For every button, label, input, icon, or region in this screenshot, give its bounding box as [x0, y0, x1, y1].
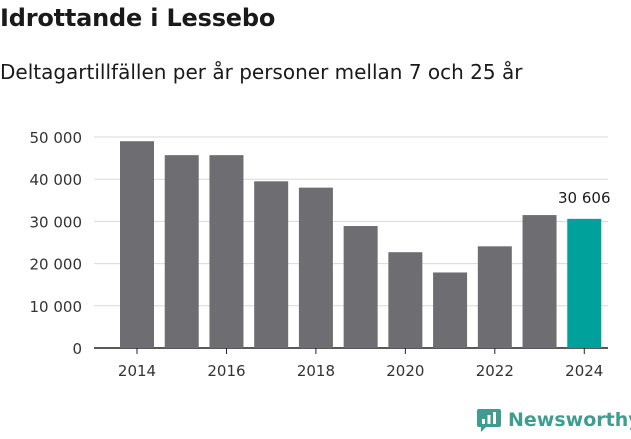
bar-2021: [433, 272, 468, 348]
x-tick-label: 2016: [207, 362, 245, 380]
bar-2020: [388, 252, 423, 348]
y-tick-label: 20 000: [30, 256, 83, 274]
bar-2019: [343, 226, 378, 348]
bar-2018: [298, 187, 333, 348]
bar-2014: [120, 141, 154, 348]
y-tick-label: 50 000: [30, 129, 83, 147]
data-label-highlight: 30 606: [558, 189, 611, 207]
x-tick-label: 2022: [476, 362, 514, 380]
bar-2016: [209, 155, 244, 348]
x-tick-label: 2020: [386, 362, 424, 380]
x-tick-label: 2014: [118, 362, 156, 380]
y-tick-label: 0: [72, 340, 82, 358]
x-tick-label: 2024: [565, 362, 603, 380]
x-tick-label: 2018: [297, 362, 335, 380]
bar-2017: [254, 181, 289, 348]
bar-2022: [477, 246, 512, 348]
chart-title: Idrottande i Lessebo: [0, 4, 276, 32]
bar-2015: [164, 155, 199, 348]
newsworthy-logo-icon: [477, 409, 501, 432]
newsworthy-logo-text: Newsworthy: [508, 409, 631, 431]
bar-2023: [522, 215, 557, 348]
y-tick-label: 30 000: [30, 213, 83, 231]
newsworthy-logo: Newsworthy: [476, 407, 631, 433]
chart-subtitle: Deltagartillfällen per år personer mella…: [0, 60, 523, 84]
y-tick-label: 40 000: [30, 171, 83, 189]
bar-2024: [567, 218, 602, 348]
y-tick-label: 10 000: [30, 298, 83, 316]
